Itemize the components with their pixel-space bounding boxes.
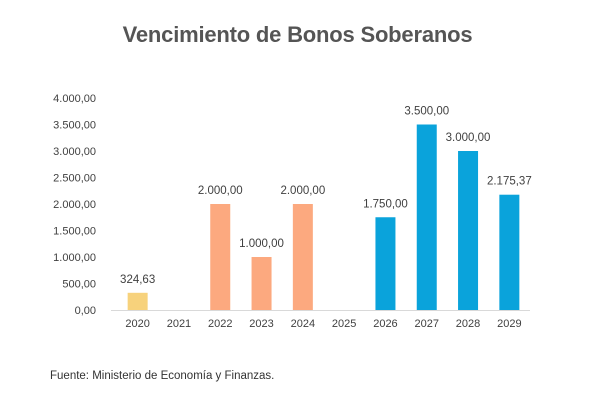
x-tick-label-2026: 2026 [373,318,397,330]
bar-2027 [416,124,437,310]
y-tick-label: 3.500,00 [53,120,96,132]
bar-2028 [458,151,479,310]
x-tick-label-2028: 2028 [456,318,480,330]
bar-2029 [499,194,520,310]
x-tick-label-2020: 2020 [125,318,149,330]
x-tick-label-2025: 2025 [332,318,356,330]
y-tick-label: 1.000,00 [53,252,96,264]
bar-2020 [127,292,148,310]
x-tick-label-2027: 2027 [415,318,439,330]
y-tick-label: 2.000,00 [53,199,96,211]
y-tick-label: 2.500,00 [53,173,96,185]
bar-2022 [210,204,231,310]
bar-2026 [375,217,396,310]
chart-title: Vencimiento de Bonos Soberanos [122,22,473,47]
value-label-2026: 1.750,00 [363,198,408,210]
y-tick-label: 1.500,00 [53,226,96,238]
y-tick-label: 0,00 [75,305,96,317]
value-label-2027: 3.500,00 [404,106,449,118]
value-label-2022: 2.000,00 [198,185,243,197]
x-tick-label-2024: 2024 [291,318,315,330]
y-tick-label: 3.000,00 [53,146,96,158]
value-label-2023: 1.000,00 [239,238,284,250]
x-tick-label-2021: 2021 [167,318,191,330]
bar-2024 [292,204,313,310]
source-note: Fuente: Ministerio de Economía y Finanza… [50,370,275,382]
value-label-2020: 324,63 [120,274,155,286]
y-axis-ticks: 0,00 500,00 1.000,00 1.500,00 2.000,00 2.500,… [53,93,96,317]
value-label-2024: 2.000,00 [280,185,325,197]
value-label-2029: 2.175,37 [487,176,532,188]
bar-2023 [251,257,272,310]
value-labels: 324,63 2.000,00 1.000,00 2.000,00 1.750,00 3.… [120,106,532,286]
y-tick-label: 4.000,00 [53,93,96,105]
bars [127,124,520,310]
x-tick-label-2029: 2029 [497,318,521,330]
value-label-2028: 3.000,00 [446,132,491,144]
x-tick-label-2022: 2022 [208,318,232,330]
x-tick-label-2023: 2023 [249,318,273,330]
x-axis-ticks: 2020 2021 2022 2023 2024 2025 2026 2027 2028 2029 [125,318,521,330]
y-tick-label: 500,00 [62,279,96,291]
